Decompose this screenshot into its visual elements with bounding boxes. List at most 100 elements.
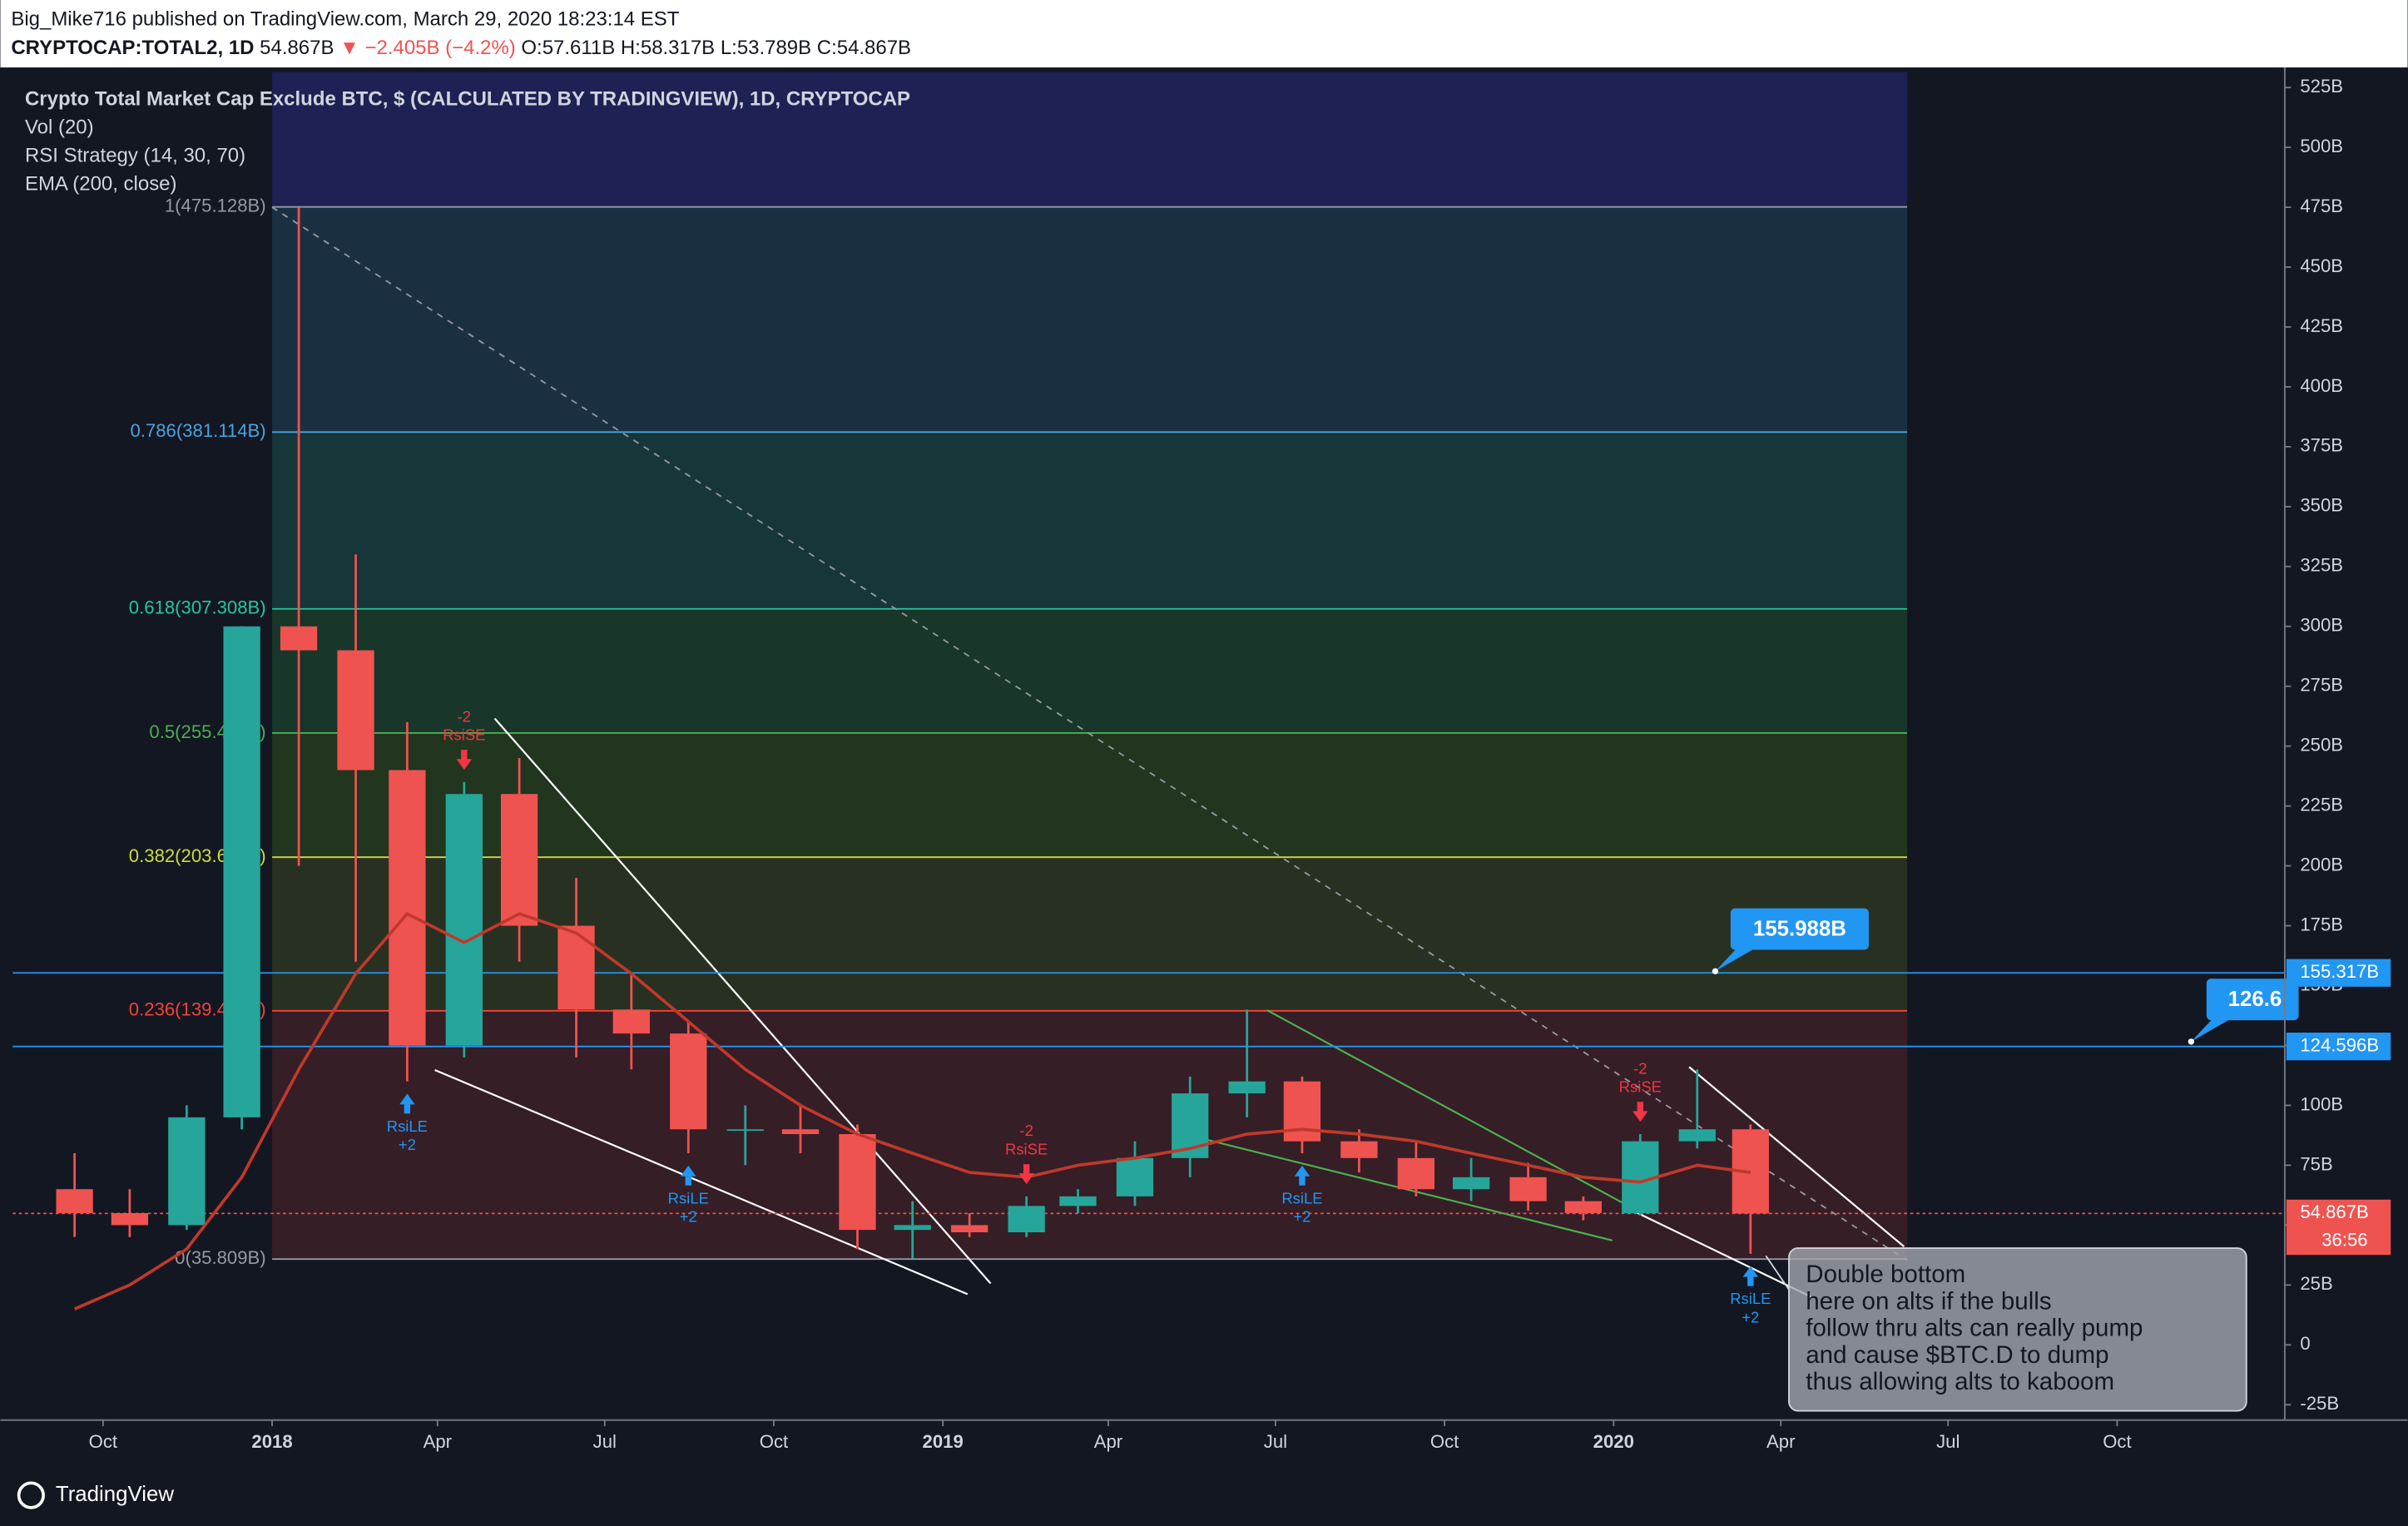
fib-top-band bbox=[272, 72, 1908, 207]
y-tick-label: 275B bbox=[2300, 675, 2343, 696]
ema-line bbox=[73, 911, 1751, 1310]
y-tick-label: 375B bbox=[2300, 435, 2343, 456]
fib-band bbox=[272, 857, 1908, 1011]
callout bbox=[1730, 908, 1869, 950]
fib-label: 1(475.128B) bbox=[165, 196, 266, 216]
annotation-line: here on alts if the bulls bbox=[1806, 1287, 2051, 1315]
axes: -25B025B50B75B100B125B150B175B200B225B25… bbox=[89, 76, 2391, 1452]
signal-note: -2 bbox=[1633, 1059, 1647, 1077]
candle-body bbox=[1397, 1157, 1435, 1190]
callout-anchor bbox=[1712, 968, 1719, 974]
price-label: 124.596B bbox=[2300, 1035, 2379, 1056]
x-tick-label: 2019 bbox=[923, 1431, 964, 1452]
candle-body bbox=[111, 1212, 149, 1226]
y-tick-label: 425B bbox=[2300, 315, 2343, 336]
signal-note: +2 bbox=[1293, 1207, 1311, 1225]
signal-note: -2 bbox=[1019, 1122, 1033, 1139]
signal-label: RsiSE bbox=[443, 726, 485, 743]
candle-body bbox=[1116, 1157, 1154, 1197]
candle-body bbox=[445, 794, 483, 1046]
signal-arrow bbox=[1633, 1102, 1648, 1122]
candle-body bbox=[389, 770, 426, 1046]
y-tick-label: 225B bbox=[2300, 795, 2343, 815]
candle-body bbox=[1228, 1081, 1266, 1094]
trendline bbox=[434, 1068, 969, 1296]
brand[interactable]: TradingView bbox=[56, 1483, 174, 1506]
annotation-line: follow thru alts can really pump bbox=[1806, 1315, 2143, 1342]
x-tick-label: Apr bbox=[1094, 1431, 1122, 1452]
signal-label: RsiSE bbox=[1619, 1078, 1662, 1096]
candle-body bbox=[56, 1189, 93, 1213]
x-tick-label: 2020 bbox=[1593, 1431, 1634, 1452]
legend: Crypto Total Market Cap Exclude BTC, $ (… bbox=[25, 87, 910, 195]
ticker-line: CRYPTOCAP:TOTAL2, 1D 54.867B ▼ −2.405B (… bbox=[11, 37, 911, 59]
signal-label: RsiLE bbox=[387, 1117, 428, 1135]
candle-body bbox=[1678, 1129, 1716, 1142]
footer-bg bbox=[0, 1466, 2408, 1526]
x-tick-label: Oct bbox=[89, 1431, 117, 1452]
brand-logo bbox=[17, 1481, 45, 1509]
y-tick-label: 525B bbox=[2300, 76, 2343, 97]
candle-body bbox=[1283, 1081, 1321, 1142]
price-label-bg bbox=[2286, 959, 2391, 987]
fib-bands: 1(475.128B) 0.786(381.114B) 0.618(307.308B… bbox=[129, 72, 1908, 1268]
candle-body bbox=[781, 1129, 820, 1135]
current-price-bg bbox=[2286, 1199, 2391, 1256]
candle-body bbox=[1340, 1141, 1378, 1158]
legend-entry: RSI Strategy (14, 30, 70) bbox=[25, 145, 245, 167]
signal-note: -2 bbox=[458, 707, 471, 725]
candle-body bbox=[894, 1225, 931, 1231]
x-tick-label: Oct bbox=[1430, 1431, 1459, 1452]
last-price: 54.867B bbox=[260, 37, 334, 59]
candle-body bbox=[557, 925, 595, 1010]
signal-arrow bbox=[399, 1093, 415, 1114]
fib-label: 0(35.809B) bbox=[175, 1247, 265, 1268]
candle-body bbox=[726, 1129, 764, 1132]
signal-arrow bbox=[681, 1165, 696, 1186]
candle-body bbox=[612, 1009, 650, 1034]
candle-body bbox=[1059, 1196, 1097, 1206]
y-tick-label: 0 bbox=[2300, 1333, 2310, 1354]
callout bbox=[2206, 979, 2299, 1021]
trendline bbox=[1688, 1066, 1905, 1248]
candle-body bbox=[500, 794, 538, 926]
y-tick-label: 325B bbox=[2300, 555, 2343, 576]
ticker: CRYPTOCAP:TOTAL2, 1D bbox=[11, 37, 254, 59]
candle-body bbox=[1509, 1177, 1547, 1201]
y-tick-label: 450B bbox=[2300, 255, 2343, 276]
annotation-line: and cause $BTC.D to dump bbox=[1806, 1341, 2108, 1369]
trendline bbox=[1627, 1207, 1813, 1299]
fib-label: 0.786(381.114B) bbox=[130, 420, 265, 441]
x-tick-label: Apr bbox=[1766, 1431, 1795, 1452]
y-tick-label: -25B bbox=[2300, 1393, 2339, 1414]
change: ▼ −2.405B (−4.2%) bbox=[339, 37, 516, 59]
fib-band bbox=[272, 732, 1908, 858]
candle-body bbox=[337, 650, 374, 770]
signal-arrow bbox=[1742, 1266, 1759, 1286]
candle-body bbox=[670, 1033, 707, 1130]
current-price-label: 54.867B bbox=[2300, 1201, 2368, 1222]
annotation-line: Double bottom bbox=[1806, 1261, 1965, 1288]
candle-body bbox=[1564, 1201, 1602, 1213]
candle-body bbox=[168, 1117, 206, 1226]
signal-label: RsiLE bbox=[668, 1189, 709, 1206]
y-tick-label: 25B bbox=[2300, 1273, 2332, 1294]
x-tick-label: Jul bbox=[1936, 1431, 1960, 1452]
fib-band bbox=[272, 1010, 1908, 1260]
candle-body bbox=[1008, 1206, 1045, 1233]
fib-label: 0.618(307.308B) bbox=[129, 597, 266, 618]
legend-entry: Crypto Total Market Cap Exclude BTC, $ (… bbox=[25, 87, 910, 110]
candle-body bbox=[951, 1225, 988, 1233]
signal-note: +2 bbox=[1742, 1308, 1759, 1325]
candle-body bbox=[280, 626, 318, 651]
callout-label: 155.988B bbox=[1753, 917, 1846, 940]
countdown: 36:56 bbox=[2321, 1229, 2367, 1250]
y-tick-label: 475B bbox=[2300, 196, 2343, 216]
author-line: Big_Mike716 published on TradingView.com… bbox=[11, 7, 679, 30]
ohlc: O:57.611B H:58.317B L:53.789B C:54.867B bbox=[521, 37, 911, 59]
callout-anchor bbox=[2188, 1038, 2195, 1045]
x-tick-label: Oct bbox=[2103, 1431, 2131, 1452]
